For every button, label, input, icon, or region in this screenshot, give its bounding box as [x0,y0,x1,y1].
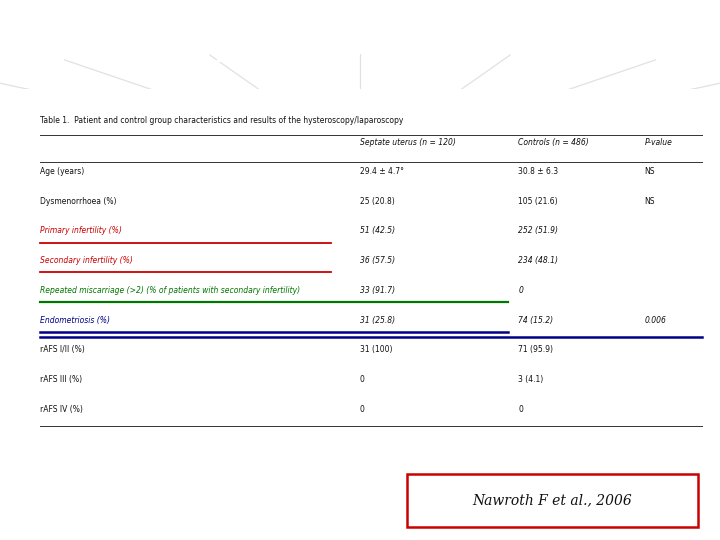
Text: Table 1.  Patient and control group characteristics and results of the hysterosc: Table 1. Patient and control group chara… [40,116,403,125]
Text: 25 (20.8): 25 (20.8) [360,197,395,206]
Text: Primary infertility (%): Primary infertility (%) [40,226,122,235]
Text: 36 (57.5): 36 (57.5) [360,256,395,265]
Text: rAFS IV (%): rAFS IV (%) [40,405,83,414]
Text: Endometriosis (%): Endometriosis (%) [40,315,109,325]
Text: 0: 0 [360,375,365,384]
FancyBboxPatch shape [407,475,698,527]
Text: 31 (25.8): 31 (25.8) [360,315,395,325]
Text: Secondary infertility (%): Secondary infertility (%) [40,256,132,265]
Text: 252 (51.9): 252 (51.9) [518,226,559,235]
Text: NS: NS [644,197,655,206]
Text: 3 (4.1): 3 (4.1) [518,375,544,384]
Text: rAFS I/II (%): rAFS I/II (%) [40,346,84,354]
Text: Age (years): Age (years) [40,167,84,176]
Text: NS: NS [644,167,655,176]
Text: 30.8 ± 6.3: 30.8 ± 6.3 [518,167,559,176]
Text: 74 (15.2): 74 (15.2) [518,315,554,325]
Text: P-value: P-value [644,138,672,146]
Text: 33 (91.7): 33 (91.7) [360,286,395,295]
Text: Uterin Septum & Endometriozis: Uterin Septum & Endometriozis [9,24,707,62]
Text: 234 (48.1): 234 (48.1) [518,256,559,265]
Text: 0.006: 0.006 [644,315,666,325]
Text: Septate uterus (n = 120): Septate uterus (n = 120) [360,138,456,146]
Text: Repeated miscarriage (>2) (% of patients with secondary infertility): Repeated miscarriage (>2) (% of patients… [40,286,300,295]
Text: Controls (n = 486): Controls (n = 486) [518,138,589,146]
Text: 0: 0 [360,405,365,414]
Text: rAFS III (%): rAFS III (%) [40,375,82,384]
Text: 51 (42.5): 51 (42.5) [360,226,395,235]
Text: 0: 0 [518,286,523,295]
Text: 31 (100): 31 (100) [360,346,392,354]
Text: Dysmenorrhoea (%): Dysmenorrhoea (%) [40,197,116,206]
Text: 29.4 ± 4.7°: 29.4 ± 4.7° [360,167,404,176]
Text: Nawroth F et al., 2006: Nawroth F et al., 2006 [473,494,632,508]
Text: 105 (21.6): 105 (21.6) [518,197,558,206]
Text: 71 (95.9): 71 (95.9) [518,346,554,354]
Text: 0: 0 [518,405,523,414]
